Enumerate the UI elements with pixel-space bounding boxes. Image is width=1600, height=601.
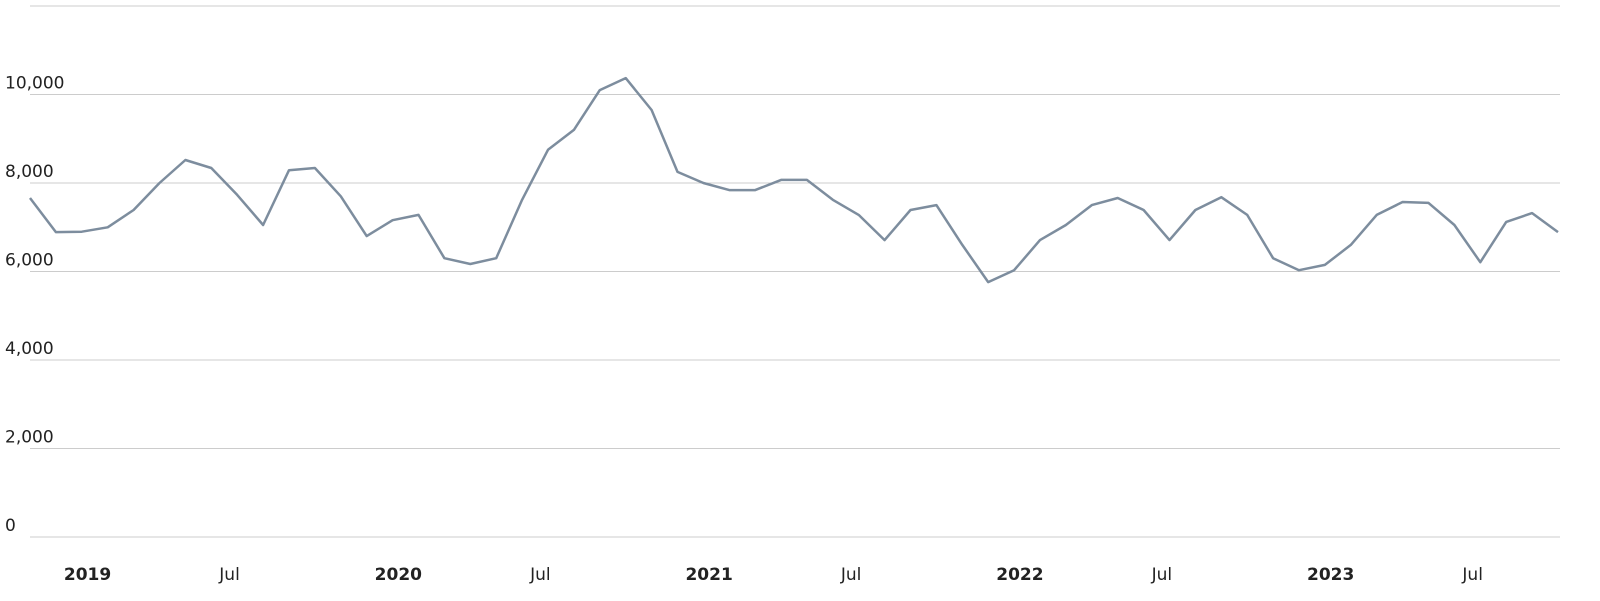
x-tick-label: 2022 [996, 565, 1043, 585]
y-tick-label: 6,000 [5, 251, 54, 271]
x-tick-label: Jul [529, 565, 551, 585]
x-tick-label: 2020 [375, 565, 422, 585]
x-tick-label: Jul [1461, 565, 1483, 585]
y-tick-label: 4,000 [5, 339, 54, 359]
line [29, 76, 1559, 284]
y-tick-label: 0 [5, 516, 16, 536]
x-tick-label: 2019 [64, 565, 111, 585]
y-tick-label: 10,000 [5, 74, 64, 94]
x-tick-label: Jul [1151, 565, 1173, 585]
x-tick-label: Jul [840, 565, 862, 585]
y-tick-label: 2,000 [5, 428, 54, 448]
x-tick-label: 2021 [685, 565, 732, 585]
y-tick-label: 8,000 [5, 162, 54, 182]
x-tick-label: 2023 [1307, 565, 1354, 585]
x-tick-label: Jul [218, 565, 240, 585]
